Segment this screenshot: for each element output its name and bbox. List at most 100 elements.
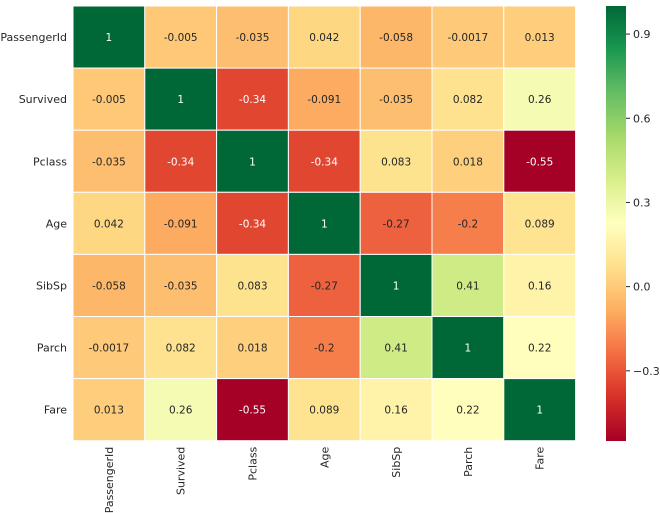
colorbar-tick-label: 0.0: [633, 281, 651, 294]
cell-annotation: 1: [249, 156, 256, 168]
cell-annotation: 0.089: [309, 405, 339, 417]
cell-annotation: 0.082: [166, 343, 196, 355]
cell-annotation: 1: [393, 280, 400, 292]
column-label: Fare: [534, 446, 547, 469]
column-label: Age: [318, 446, 331, 468]
cell-annotation: -0.34: [167, 156, 194, 168]
heatmap-cell: [216, 378, 289, 442]
cell-annotation: -0.2: [314, 343, 335, 355]
heatmap-cell: [359, 316, 433, 380]
heatmap-cell: [72, 191, 146, 255]
cell-annotation: 1: [536, 405, 543, 417]
heatmap-cell: [287, 5, 361, 69]
cell-annotation: 0.083: [381, 156, 411, 168]
column-label: PassengerId: [103, 447, 116, 513]
row-label: Fare: [44, 404, 67, 417]
cell-annotation: -0.2: [458, 218, 479, 230]
cell-annotation: -0.34: [239, 218, 266, 230]
colorbar-tick-label: 0.3: [633, 196, 651, 209]
row-label: PassengerId: [0, 31, 67, 44]
row-label: Age: [46, 217, 68, 230]
cell-annotation: -0.27: [311, 280, 338, 292]
heatmap-cell: [503, 129, 577, 193]
cell-annotation: -0.091: [307, 94, 341, 106]
cell-annotation: -0.035: [236, 32, 270, 44]
cell-annotation: 0.26: [169, 405, 193, 417]
column-labels: PassengerId Survived Pclass Age SibSp Parch Fa…: [103, 446, 547, 513]
cell-annotation: 0.41: [384, 343, 407, 355]
cell-annotation: -0.035: [92, 156, 126, 168]
cell-annotation: -0.55: [526, 156, 553, 168]
column-label: Pclass: [247, 446, 260, 480]
heatmap-cell: [144, 191, 218, 255]
cell-annotation: -0.035: [164, 280, 198, 292]
heatmap-cell: [72, 253, 146, 317]
cell-annotation: -0.091: [164, 218, 198, 230]
heatmap-cell: [216, 316, 289, 380]
heatmap-cell: [287, 378, 361, 442]
heatmap-cell: [287, 129, 361, 193]
heatmap-cell: [431, 191, 505, 255]
cell-annotation: 1: [106, 32, 113, 44]
cell-annotation: -0.058: [92, 280, 126, 292]
cell-annotation: -0.34: [311, 156, 338, 168]
heatmap-cell: [503, 67, 577, 131]
heatmap-cell: [216, 67, 289, 131]
cell-annotation: -0.27: [383, 218, 410, 230]
column-label: Survived: [175, 447, 188, 495]
heatmap-cells: [72, 5, 577, 442]
row-label: Parch: [37, 342, 67, 355]
colorbar-tick-label: 0.9: [633, 28, 651, 41]
cell-annotation: -0.035: [379, 94, 413, 106]
cell-annotation: -0.005: [92, 94, 126, 106]
cell-annotation: 0.22: [528, 343, 551, 355]
cell-annotation: -0.0017: [448, 32, 489, 44]
cell-annotation: 0.089: [525, 218, 555, 230]
row-label: Pclass: [33, 155, 67, 168]
heatmap-cell: [216, 5, 289, 69]
cell-annotation: 0.042: [309, 32, 339, 44]
heatmap-cell: [287, 191, 361, 255]
heatmap-cell: [287, 316, 361, 380]
cell-annotation: 0.082: [453, 94, 483, 106]
heatmap-cell: [431, 378, 505, 442]
cell-annotation: 0.083: [237, 280, 267, 292]
cell-annotation: 0.16: [528, 280, 552, 292]
heatmap-cell: [503, 378, 577, 442]
heatmap-cell: [72, 316, 146, 380]
heatmap-cell: [72, 67, 146, 131]
row-labels: PassengerId Survived Pclass Age SibSp Parch Fa…: [0, 31, 67, 417]
heatmap-cell: [431, 129, 505, 193]
heatmap-cell: [216, 253, 289, 317]
cell-annotation: -0.34: [239, 94, 266, 106]
cell-annotation: 0.042: [94, 218, 124, 230]
heatmap-cell: [359, 378, 433, 442]
cell-annotation: 1: [321, 218, 328, 230]
heatmap-cell: [144, 5, 218, 69]
column-label: Parch: [462, 447, 475, 477]
cell-annotation: 0.26: [528, 94, 552, 106]
cell-annotation: -0.0017: [89, 343, 130, 355]
heatmap-cell: [72, 378, 146, 442]
heatmap-cell: [359, 67, 433, 131]
row-label: Survived: [19, 93, 67, 106]
cell-annotation: 0.013: [525, 32, 555, 44]
cell-annotation: 0.22: [456, 405, 479, 417]
colorbar: 0.9 0.6 0.3 0.0 −0.3: [606, 6, 660, 441]
cell-annotation: 0.013: [94, 405, 124, 417]
heatmap-cell: [144, 129, 218, 193]
cell-annotation: 0.018: [237, 343, 267, 355]
colorbar-tick-label: −0.3: [633, 365, 660, 378]
cell-annotation: -0.55: [239, 405, 266, 417]
cell-annotation: 1: [177, 94, 184, 106]
colorbar-gradient: [606, 6, 626, 441]
heatmap-cell: [503, 191, 577, 255]
heatmap-cell: [72, 5, 146, 69]
cell-annotation: -0.005: [164, 32, 198, 44]
cell-annotation: 1: [465, 343, 472, 355]
heatmap-cell: [503, 316, 577, 380]
cell-annotation: 0.16: [384, 405, 408, 417]
heatmap-cell: [216, 129, 289, 193]
cell-annotation: 0.018: [453, 156, 483, 168]
